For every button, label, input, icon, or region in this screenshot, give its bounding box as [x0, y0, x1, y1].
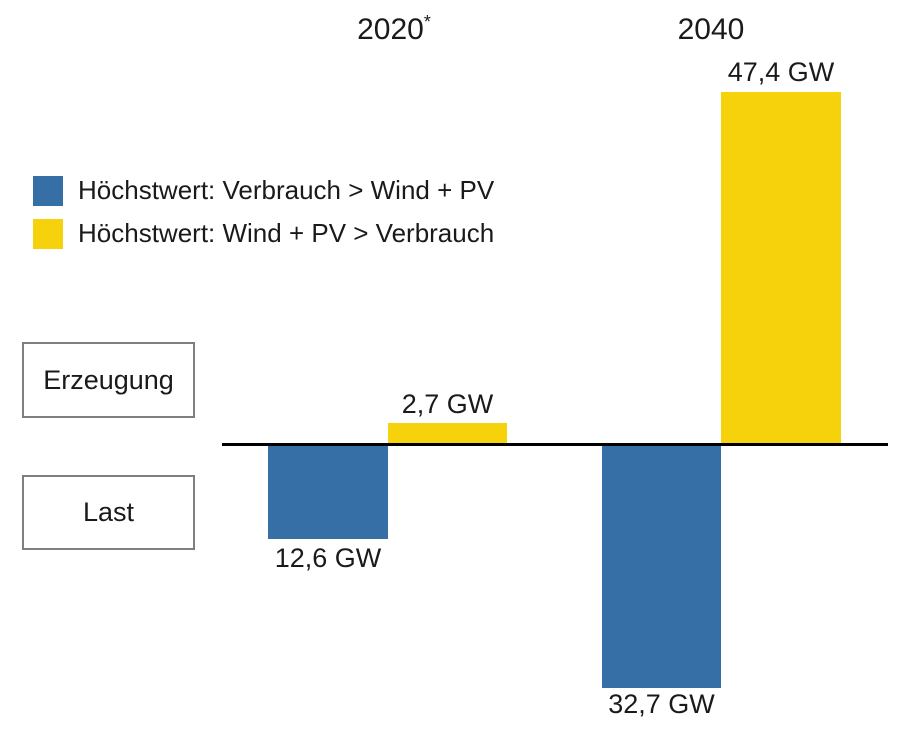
- legend-swatch-yellow: [33, 218, 63, 249]
- legend-item-consumption-exceeds: Höchstwert: Verbrauch > Wind + PV: [33, 175, 494, 206]
- bar-2040-consumption-exceeds: [602, 446, 721, 688]
- footnote-asterisk: *: [423, 12, 431, 32]
- row-label-last: Last: [82, 497, 135, 527]
- bar-2040-windpv-exceeds: [721, 92, 841, 443]
- category-label-2040-text: 2040: [677, 13, 745, 46]
- value-label-2020-windpv: 2,7 GW: [401, 389, 494, 419]
- category-label-2020-text: 2020: [357, 13, 424, 46]
- category-label-2020: 2020*: [324, 12, 464, 46]
- legend: Höchstwert: Verbrauch > Wind + PV Höchst…: [33, 175, 494, 249]
- value-label-2040-consumption: 32,7 GW: [608, 689, 715, 719]
- legend-label-windpv-exceeds: Höchstwert: Wind + PV > Verbrauch: [78, 218, 495, 248]
- row-label-erzeugung: Erzeugung: [43, 364, 174, 395]
- legend-item-windpv-exceeds: Höchstwert: Wind + PV > Verbrauch: [33, 218, 494, 249]
- value-label-2020-consumption: 12,6 GW: [274, 543, 382, 573]
- category-label-2040: 2040: [641, 13, 781, 46]
- bar-2020-consumption-exceeds: [268, 446, 388, 539]
- legend-label-consumption-exceeds: Höchstwert: Verbrauch > Wind + PV: [78, 175, 495, 205]
- bar-2020-windpv-exceeds: [388, 423, 507, 443]
- zero-axis-line: [222, 443, 888, 446]
- row-label-box-last: Last: [22, 475, 195, 550]
- row-label-box-erzeugung: Erzeugung: [22, 342, 195, 418]
- legend-swatch-blue: [33, 175, 63, 206]
- value-label-2040-windpv: 47,4 GW: [727, 57, 835, 87]
